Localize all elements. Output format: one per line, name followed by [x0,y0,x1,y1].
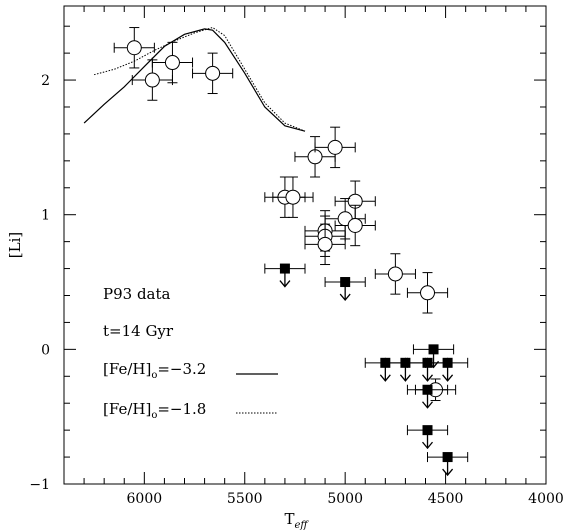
detection-marker [347,217,363,233]
y-tick-label: 0 [41,342,50,358]
detection-point [304,223,346,266]
detection-point [334,204,376,247]
legend-feh1-name: [Fe/H] [103,360,151,378]
x-tick-label: 5500 [227,491,263,507]
upper-limit-marker [442,357,453,368]
data-points [113,27,469,477]
x-axis-label-sub: eff [295,520,310,531]
model-curve-2 [93,26,306,132]
detection-marker [317,236,333,252]
x-tick-label: 4500 [428,491,464,507]
axis-ticks [63,6,547,485]
y-axis-label: [Li] [6,232,24,258]
limit-arrow-head [339,293,351,302]
upper-limit-point [406,384,449,409]
upper-limit-marker [400,357,411,368]
upper-limit-marker [422,425,433,436]
detection-marker [164,55,180,71]
limit-arrow-head [422,441,434,450]
limit-arrow-head [279,280,291,288]
upper-limit-point [264,263,306,288]
legend-feh2-label: [Fe/H]o=−1.8 [103,400,206,421]
age-label: t=14 Gyr [103,322,174,340]
y-tick-label: 1 [41,208,50,224]
x-tick-label: 5000 [327,491,363,507]
detection-marker [126,40,142,56]
legend-feh1-sub: o [151,370,157,381]
legend-feh2-sub: o [151,410,157,421]
detection-marker [205,65,221,81]
upper-limit-point [412,344,455,369]
detection-point [192,52,234,95]
detection-point [334,180,376,222]
limit-arrow-head [422,374,434,382]
tick-labels: 6000 5500 5000 4500 4000 −1 0 1 2 [29,73,563,507]
upper-limit-marker [279,263,290,274]
detection-marker [144,72,160,88]
y-tick-label: −1 [29,477,50,493]
y-tick-label: 2 [41,73,50,89]
upper-limit-marker [442,452,453,463]
detection-point [406,272,449,314]
x-axis-label: Teff [284,510,309,531]
detection-point [272,176,314,218]
detection-point [113,27,155,69]
upper-limit-marker [340,277,351,288]
upper-limit-point [427,452,469,477]
legend-feh2-value: =−1.8 [157,400,206,418]
data-source-label: P93 data [103,285,171,303]
model-curve-1 [83,28,306,132]
upper-limit-point [427,357,469,382]
limit-arrow-head [442,468,454,477]
upper-limit-point [406,425,449,450]
limit-arrow-head [422,401,434,409]
detection-point [151,41,194,84]
limit-arrow-head [428,360,440,369]
detection-marker [387,266,403,282]
legend-feh1-label: [Fe/H]o=−3.2 [103,360,206,381]
detection-marker [285,189,301,205]
upper-limit-marker [422,384,433,395]
x-tick-label: 4000 [528,491,564,507]
x-axis-label-main: T [284,510,294,528]
detection-marker [327,139,343,155]
model-curves [83,26,306,132]
legend-feh1-value: =−3.2 [157,360,206,378]
upper-limit-point [324,277,366,302]
limit-arrow-head [379,374,391,382]
detection-point [314,126,356,169]
detection-marker [420,285,436,301]
upper-limit-point [384,357,426,382]
limit-arrow-head [442,374,454,382]
x-tick-label: 6000 [127,491,163,507]
detection-point [374,253,416,295]
limit-arrow-head [399,374,411,382]
upper-limit-marker [428,344,439,355]
legend-feh2-name: [Fe/H] [103,400,151,418]
